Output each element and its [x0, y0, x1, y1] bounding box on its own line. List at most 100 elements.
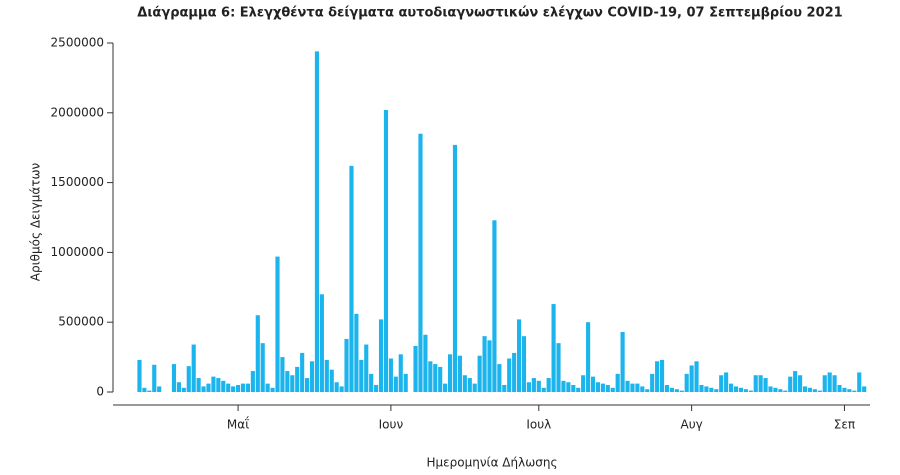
bar: [526, 382, 532, 392]
bar: [447, 354, 453, 392]
bar: [610, 387, 615, 392]
bar: [571, 385, 576, 392]
bar: [615, 373, 620, 392]
bar: [467, 378, 472, 392]
bar: [566, 382, 571, 392]
bar: [428, 361, 433, 392]
bar: [531, 378, 536, 392]
bar: [590, 376, 596, 392]
bar: [778, 389, 783, 392]
chart-title: Διάγραμμα 6: Ελεγχθέντα δείγματα αυτοδια…: [137, 6, 842, 21]
bar: [472, 383, 477, 392]
bar: [290, 375, 295, 392]
y-tick-label: 2000000: [51, 105, 104, 119]
bar: [359, 359, 364, 392]
bar: [142, 387, 147, 392]
bar: [773, 387, 778, 392]
y-tick-label: 0: [96, 385, 104, 399]
bar: [669, 387, 674, 392]
x-tick-label: Ιουλ: [526, 418, 551, 432]
bar: [250, 371, 255, 392]
bar: [186, 366, 191, 392]
bar: [507, 358, 512, 392]
bar: [388, 358, 393, 392]
bar: [191, 344, 196, 392]
bar: [221, 380, 226, 392]
bar: [275, 256, 280, 392]
bar: [152, 364, 157, 392]
bar: [704, 386, 709, 392]
bar: [457, 355, 462, 392]
bar: [196, 378, 201, 392]
bar: [433, 364, 438, 392]
bar: [556, 343, 561, 392]
bar: [655, 361, 660, 392]
bar: [285, 371, 290, 392]
bar: [324, 359, 329, 392]
bar: [497, 364, 502, 392]
bar: [157, 386, 162, 392]
bar: [319, 294, 324, 392]
bar: [862, 386, 867, 392]
bar: [517, 319, 522, 392]
bar: [586, 322, 591, 392]
bar: [512, 352, 517, 392]
bar: [462, 375, 467, 392]
bar: [650, 373, 655, 392]
bar: [709, 387, 714, 392]
bar: [551, 304, 556, 392]
bar: [300, 352, 305, 392]
bar: [378, 319, 384, 392]
bar: [832, 375, 837, 392]
y-tick-label: 2500000: [51, 36, 104, 50]
bar: [605, 385, 610, 392]
bar: [502, 385, 507, 392]
bar: [798, 375, 803, 392]
bar: [393, 376, 398, 392]
bar: [694, 361, 699, 392]
bar: [206, 383, 211, 392]
bar: [847, 389, 852, 392]
bar: [714, 389, 719, 392]
bar: [398, 354, 403, 392]
bar: [679, 390, 684, 392]
bar: [255, 315, 260, 392]
bar: [492, 220, 497, 392]
bar: [719, 375, 724, 392]
bar: [536, 380, 541, 392]
bar: [309, 361, 315, 392]
bar: [807, 387, 813, 392]
bar: [438, 366, 443, 392]
x-axis-label: Ημερομηνία Δήλωσης: [426, 456, 557, 470]
bar: [260, 343, 265, 392]
bar: [837, 385, 842, 392]
bar: [689, 365, 694, 392]
x-tick-label: Μαΐ: [227, 417, 249, 432]
bar: [768, 386, 773, 392]
bar: [329, 369, 334, 392]
bar: [270, 387, 275, 392]
bar: [383, 110, 389, 393]
bar: [226, 383, 231, 392]
bar: [216, 378, 221, 392]
bar: [620, 331, 625, 392]
bar: [147, 390, 152, 392]
bar: [659, 359, 665, 392]
x-tick-label: Σεπ: [834, 418, 855, 432]
y-tick-label: 1500000: [51, 175, 104, 189]
bar: [314, 51, 320, 392]
bar: [369, 373, 374, 392]
bar: [852, 390, 857, 392]
bar: [625, 380, 630, 392]
bar: [418, 133, 423, 393]
x-tick-label: Αυγ: [680, 418, 702, 432]
bar: [812, 389, 817, 392]
bar: [344, 338, 349, 392]
bar: [788, 376, 793, 392]
bar: [748, 390, 753, 392]
bar: [857, 372, 862, 392]
y-tick-label: 1000000: [51, 245, 104, 259]
bar: [541, 387, 546, 392]
bar: [231, 386, 236, 392]
